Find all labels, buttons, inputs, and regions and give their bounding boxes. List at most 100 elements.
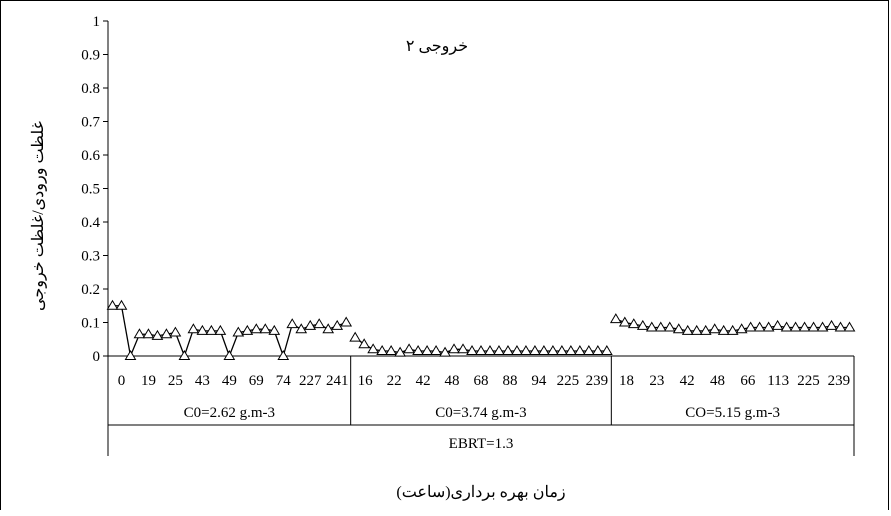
data-point [520,344,532,355]
data-point [232,326,245,337]
y-tick-label: 0.6 [81,148,100,164]
x-tick-label: 43 [195,373,210,389]
data-point [547,344,559,355]
data-point [807,321,820,332]
data-point [322,323,335,334]
data-point [798,321,811,332]
group-label: C0=3.74 g.m-3 [435,405,526,421]
data-point [475,344,487,355]
data-point [816,321,829,332]
x-tick-label: 42 [416,373,431,389]
data-point [223,350,236,360]
data-point [241,324,254,335]
x-tick-label: 239 [586,373,609,389]
x-tick-label: 18 [619,373,634,389]
data-point [133,328,146,339]
x-tick-label: 49 [222,373,237,389]
x-tick-label: 22 [387,373,402,389]
y-tick-label: 0.3 [81,249,100,265]
x-tick-label: 225 [557,373,580,389]
data-point [636,319,649,330]
data-point [690,324,703,335]
x-tick-label: 225 [797,373,820,389]
data-point [250,323,263,334]
group-label: CO=5.15 g.m-3 [685,405,780,421]
y-tick-label: 0.5 [81,182,100,198]
y-tick-label: 0 [93,349,101,365]
data-point [582,344,595,355]
x-tick-label: 19 [141,373,156,389]
outer-group-label: EBRT=1.3 [449,436,514,452]
x-tick-label: 0 [118,373,126,389]
data-point [780,321,793,332]
y-tick-label: 0.8 [81,81,100,97]
y-tick-label: 0.4 [81,215,100,231]
data-point [304,319,317,330]
x-tick-label: 74 [276,373,292,389]
x-tick-label: 68 [474,373,489,389]
data-point [672,323,685,334]
data-point [717,324,730,335]
x-tick-label: 25 [168,373,183,389]
x-tick-label: 48 [710,373,725,389]
data-point [268,324,281,335]
data-point [753,321,766,332]
group-label: C0=2.62 g.m-3 [184,405,275,421]
data-point [358,338,371,349]
data-point [627,318,640,329]
x-tick-label: 227 [299,373,322,389]
data-point [663,321,676,332]
data-point [565,344,577,355]
x-tick-label: 16 [358,373,374,389]
data-point [439,346,451,357]
data-point [115,299,128,310]
y-tick-label: 1 [93,14,101,30]
data-point [726,324,739,335]
x-tick-label: 94 [531,373,547,389]
data-point [160,328,173,339]
data-point [591,344,604,355]
data-point [573,344,586,355]
data-point [124,350,137,360]
data-point [349,331,362,342]
data-point [178,350,191,360]
data-point [556,344,568,355]
data-point [484,344,496,355]
data-point [744,321,757,332]
x-tick-label: 23 [649,373,664,389]
data-point [654,321,667,332]
data-point [834,321,847,332]
data-point [376,344,389,355]
data-point [538,344,550,355]
data-point [421,344,433,355]
data-point [825,319,838,330]
y-tick-label: 0.9 [81,48,100,64]
data-point [645,321,658,332]
data-point [493,344,505,355]
x-tick-label: 88 [502,373,517,389]
x-tick-label: 241 [326,373,349,389]
data-point [286,318,299,329]
data-point [169,326,182,337]
data-point [600,344,613,355]
data-point [277,350,290,360]
data-point [618,316,631,327]
x-tick-label: 66 [740,373,756,389]
data-point [843,321,856,332]
x-tick-label: 113 [767,373,789,389]
data-point [681,324,694,335]
data-point [403,343,415,354]
data-point [106,299,119,310]
data-point [457,343,469,354]
x-tick-label: 42 [680,373,695,389]
data-point [259,323,272,334]
data-point [367,343,380,354]
y-tick-label: 0.7 [81,115,100,131]
x-axis-label: زمان بهره برداری(ساعت) [396,484,565,501]
data-point [295,323,308,334]
data-point [214,324,227,335]
x-tick-label: 48 [445,373,460,389]
data-point [511,344,523,355]
data-point [394,346,406,357]
